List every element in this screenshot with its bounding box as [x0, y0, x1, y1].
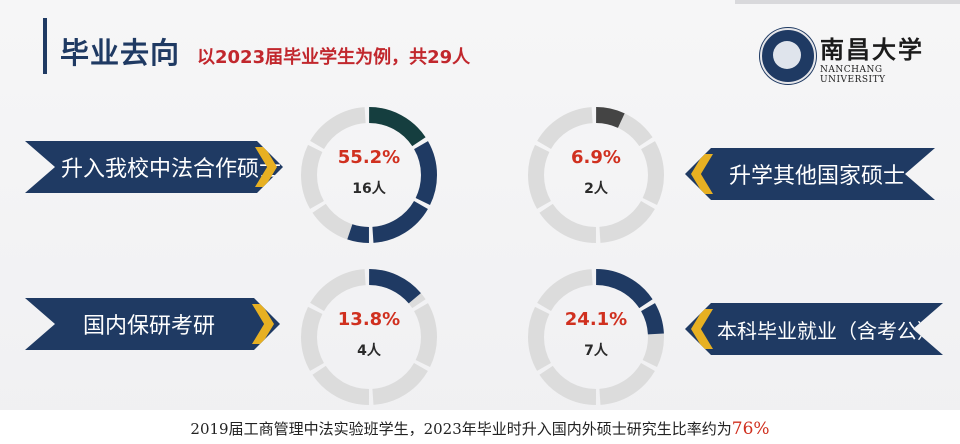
donut-chart: 13.8% 4人	[294, 262, 444, 412]
logo-name-en: NANCHANG UNIVERSITY	[820, 65, 886, 85]
donut-graphic	[528, 269, 664, 405]
tag-chinese-french-master: 升入我校中法合作硕士	[25, 141, 283, 193]
ring-value-segment	[301, 107, 437, 243]
chevron-right-icon	[252, 304, 274, 344]
tag-label: 本科毕业就业（含考公）	[717, 318, 937, 343]
footer-text: 2019届工商管理中法实验班学生，2023年毕业时升入国内外硕士研究生比率约为7…	[0, 418, 960, 439]
ring-track-segment	[528, 269, 664, 405]
tag-other-country-master: 升学其他国家硕士	[685, 148, 935, 200]
page-title: 毕业去向	[60, 36, 181, 70]
tag-label: 升学其他国家硕士	[729, 164, 906, 189]
donut-chart: 55.2% 16人	[294, 100, 444, 250]
footer-rate: 76%	[731, 419, 770, 439]
top-strip	[735, 0, 960, 4]
ring-track-segment	[301, 269, 437, 405]
tag-domestic-postgraduate: 国内保研考研	[25, 298, 280, 350]
donut-count: 7人	[584, 343, 608, 359]
donut-graphic	[301, 107, 437, 243]
logo-name-cn: 南昌大学	[820, 35, 924, 64]
donut-percent: 6.9%	[571, 147, 621, 168]
tag-label: 国内保研考研	[83, 314, 216, 339]
donut-count: 16人	[352, 181, 386, 197]
donut-chart: 6.9% 2人	[521, 100, 671, 250]
footer-sentence: 2019届工商管理中法实验班学生，2023年毕业时升入国内外硕士研究生比率约为	[190, 420, 732, 438]
university-logo: 南昌大学 NANCHANG UNIVERSITY	[760, 28, 935, 85]
footer-banner: 2019届工商管理中法实验班学生，2023年毕业时升入国内外硕士研究生比率约为7…	[0, 410, 960, 444]
university-seal-icon	[760, 28, 816, 84]
donut-count: 2人	[584, 181, 608, 197]
ring-track-segment	[528, 107, 664, 243]
donut-graphic	[528, 107, 664, 243]
ring-track-segment	[301, 269, 437, 405]
title-accent-bar	[43, 18, 47, 74]
donut-chart: 24.1% 7人	[521, 262, 671, 412]
donut-percent: 24.1%	[564, 309, 628, 330]
ring-track-segment	[528, 107, 664, 243]
ring-track-segment	[528, 269, 664, 405]
donut-percent: 55.2%	[337, 147, 401, 168]
donut-count: 4人	[357, 343, 381, 359]
tag-employment: 本科毕业就业（含考公）	[685, 303, 943, 355]
page-subtitle: 以2023届毕业学生为例，共29人	[197, 47, 471, 68]
tag-label: 升入我校中法合作硕士	[61, 157, 282, 182]
donut-percent: 13.8%	[337, 309, 401, 330]
ring-track-segment	[301, 107, 437, 243]
donut-graphic	[301, 269, 437, 405]
